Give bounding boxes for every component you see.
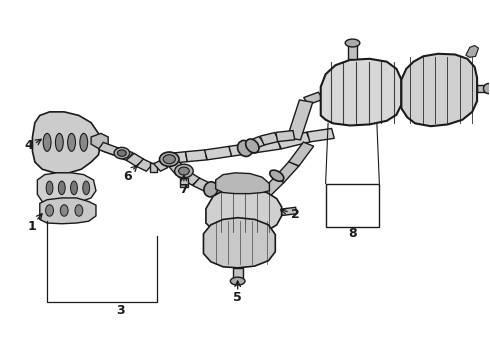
Polygon shape: [40, 198, 96, 224]
Text: 2: 2: [291, 208, 300, 221]
Polygon shape: [225, 188, 246, 199]
Ellipse shape: [46, 181, 53, 195]
Ellipse shape: [345, 39, 360, 47]
Polygon shape: [253, 139, 281, 153]
Polygon shape: [118, 149, 133, 161]
Polygon shape: [32, 112, 101, 173]
Polygon shape: [477, 85, 489, 92]
Polygon shape: [186, 150, 207, 162]
Polygon shape: [168, 152, 187, 163]
Polygon shape: [91, 134, 116, 155]
Ellipse shape: [204, 182, 218, 197]
Ellipse shape: [245, 139, 259, 153]
Polygon shape: [179, 178, 188, 187]
Polygon shape: [401, 54, 477, 126]
Polygon shape: [276, 131, 295, 141]
Polygon shape: [281, 207, 297, 215]
Ellipse shape: [178, 167, 189, 175]
Ellipse shape: [58, 181, 65, 195]
Polygon shape: [277, 132, 311, 149]
Polygon shape: [229, 143, 256, 156]
Polygon shape: [203, 218, 275, 268]
Ellipse shape: [68, 134, 75, 151]
Text: 7: 7: [179, 183, 188, 196]
Ellipse shape: [46, 205, 53, 216]
Ellipse shape: [174, 164, 193, 178]
Ellipse shape: [238, 140, 252, 157]
Ellipse shape: [159, 152, 179, 166]
Ellipse shape: [55, 134, 63, 151]
Polygon shape: [98, 143, 123, 157]
Polygon shape: [209, 185, 227, 197]
Polygon shape: [289, 142, 314, 166]
Polygon shape: [260, 177, 284, 197]
Polygon shape: [137, 159, 153, 171]
Polygon shape: [177, 170, 200, 185]
Polygon shape: [233, 268, 243, 280]
Text: 5: 5: [233, 291, 242, 304]
Polygon shape: [260, 132, 279, 145]
Polygon shape: [287, 100, 313, 140]
Ellipse shape: [71, 181, 77, 195]
Polygon shape: [154, 160, 168, 171]
Ellipse shape: [484, 84, 490, 94]
Polygon shape: [245, 190, 265, 199]
Text: 8: 8: [348, 226, 357, 239]
Ellipse shape: [114, 147, 130, 159]
Polygon shape: [401, 89, 411, 96]
Polygon shape: [150, 163, 157, 172]
Ellipse shape: [60, 205, 68, 216]
Text: 3: 3: [116, 305, 125, 318]
Ellipse shape: [75, 205, 83, 216]
Polygon shape: [216, 173, 270, 194]
Polygon shape: [348, 44, 357, 59]
Ellipse shape: [118, 150, 126, 156]
Ellipse shape: [80, 134, 88, 151]
Polygon shape: [307, 129, 334, 142]
Polygon shape: [274, 162, 299, 183]
Ellipse shape: [270, 170, 284, 181]
Text: 6: 6: [123, 170, 132, 183]
Polygon shape: [159, 156, 174, 166]
Polygon shape: [321, 59, 401, 126]
Ellipse shape: [163, 155, 175, 164]
Text: 1: 1: [27, 220, 36, 233]
Polygon shape: [193, 178, 214, 193]
Polygon shape: [206, 189, 282, 235]
Polygon shape: [126, 153, 144, 166]
Polygon shape: [304, 92, 323, 105]
Polygon shape: [242, 136, 265, 152]
Ellipse shape: [230, 277, 245, 285]
Ellipse shape: [43, 134, 51, 151]
Polygon shape: [164, 156, 187, 175]
Polygon shape: [204, 147, 232, 160]
Text: 4: 4: [24, 139, 33, 152]
Polygon shape: [37, 173, 96, 203]
Bar: [326, 184, 379, 226]
Ellipse shape: [83, 181, 90, 195]
Polygon shape: [466, 45, 479, 57]
